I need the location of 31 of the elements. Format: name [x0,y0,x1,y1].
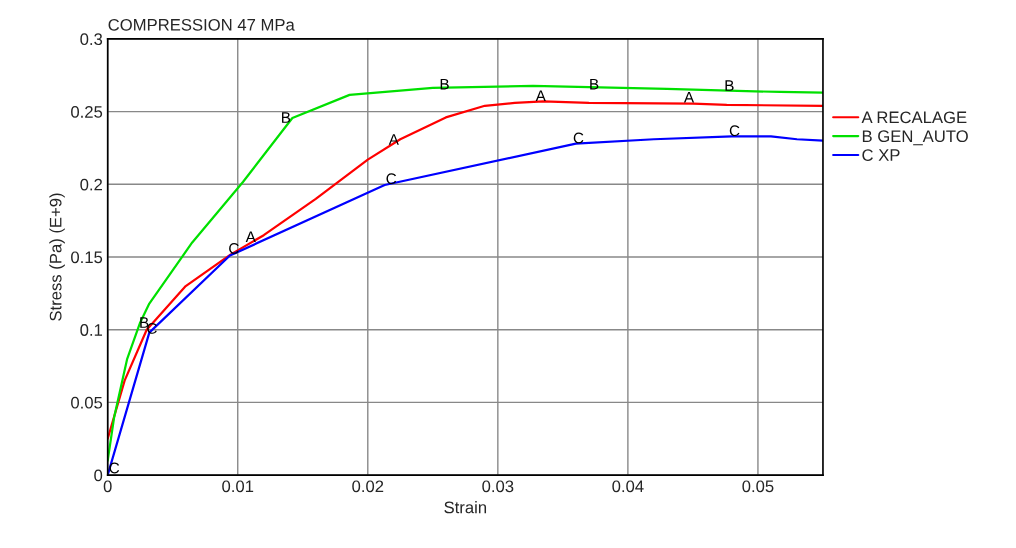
y-tick-label: 0.1 [80,324,103,336]
x-tick-label: 0.05 [742,480,774,493]
annotation: B [725,80,734,91]
y-tick-label: 0.05 [71,396,103,409]
x-tick-label: 0.01 [222,480,254,493]
annotation: C [573,132,584,144]
annotation: B [140,317,149,328]
y-tick-label: 0.2 [80,178,102,191]
x-tick-label: 0.03 [482,480,514,493]
legend-label: C XP [862,149,900,161]
legend-label: A RECALAGE [861,111,967,124]
y-tick-label: 0.3 [80,33,103,46]
legend-label: B GEN_AUTO [862,130,968,146]
y-tick-label: 0.15 [71,251,103,264]
y-axis-title: Stress (Pa) (E+9) [49,193,65,321]
y-tick-label: 0.25 [71,106,103,118]
annotation: B [282,112,291,123]
annotation: B [440,78,449,90]
x-tick-label: 0 [103,480,112,493]
x-tick-label: 0.04 [612,480,644,493]
y-tick-label: 0 [94,469,103,482]
annotation: C [147,323,157,334]
annotation: A [683,91,695,103]
annotation: C [729,125,740,137]
annotation: C [229,243,239,254]
annotation: A [535,90,546,102]
annotation: C [386,173,397,185]
x-tick-label: 0.02 [352,480,384,493]
chart-title: COMPRESSION 47 MPa [108,18,295,31]
x-axis-title: Strain [444,501,487,514]
annotation: A [245,231,256,243]
